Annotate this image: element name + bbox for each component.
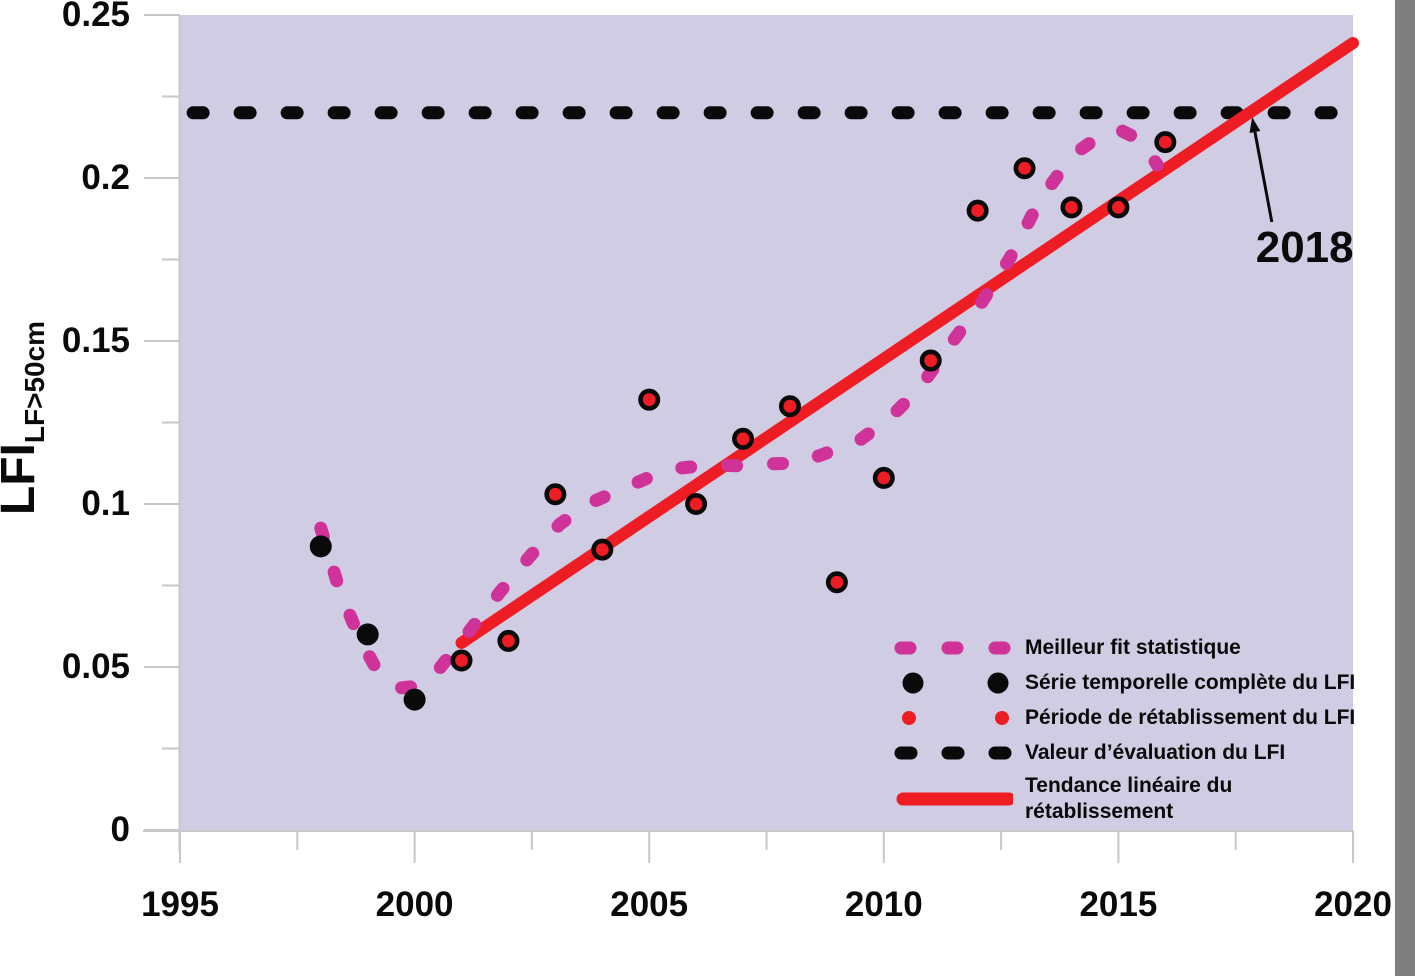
data-point [1060,196,1083,219]
red-solid-line-icon [893,786,1025,812]
x-tick-label-2000: 2000 [375,885,454,924]
legend-item-best-fit: Meilleur fit statistique [893,630,1355,665]
series-best-fit-curve [314,123,1164,695]
data-point [1154,131,1177,154]
legend-item-linear-trend: Tendance linéaire du rétablissement [893,770,1355,828]
data-point [497,629,520,652]
legend-label-full-series: Série temporelle complète du LFI [1025,670,1356,694]
data-point [919,349,942,372]
y-axis-title-subscript: LF>50cm [19,320,50,444]
x-tick-label-2005: 2005 [610,885,689,924]
data-point [732,427,755,450]
legend-label-linear-trend-line1: Tendance linéaire du [1025,774,1233,797]
data-point [638,388,661,411]
data-point [544,483,567,506]
data-point [1107,196,1130,219]
annotation-2018-label: 2018 [1255,223,1354,273]
data-point [685,492,708,515]
legend-label-evaluation-value: Valeur d’évaluation du LFI [1025,740,1286,764]
series-full-lfi-dots [309,535,426,711]
data-point [1013,157,1036,180]
data-point [450,649,473,672]
magenta-dashed-line-icon [893,635,1025,661]
y-tick-label-0.15: 0.15 [61,321,130,360]
x-tick-label-1995: 1995 [141,885,219,924]
y-tick-label-0.2: 0.2 [81,158,130,197]
y-tick-label-0.1: 0.1 [81,484,130,523]
data-point [872,466,895,489]
data-point [591,538,614,561]
legend-label-linear-trend: Tendance linéaire du rétablissement [1025,773,1232,825]
data-point [966,199,989,222]
legend-label-recovery-period: Période de rétablissement du LFI [1025,705,1356,729]
y-tick-label-0: 0 [110,810,130,849]
x-tick-label-2010: 2010 [844,885,923,924]
y-axis-title: LFILF>50cm [0,321,51,515]
black-dashed-line-icon [893,740,1025,766]
legend-item-evaluation-value: Valeur d’évaluation du LFI [893,735,1355,770]
legend-label-linear-trend-line2: rétablissement [1025,800,1174,823]
annotation-arrow [1249,117,1274,223]
data-point [403,688,426,711]
data-point [356,623,379,646]
axes [143,14,1354,863]
right-gray-bar [1395,0,1415,976]
legend-item-recovery-period: Période de rétablissement du LFI [893,700,1355,735]
plot-area [180,15,1353,830]
data-point [825,571,848,594]
y-tick-label-0.05: 0.05 [61,647,130,686]
black-dot-icon [893,670,1025,696]
red-dot-icon [893,705,1025,731]
y-tick-label-0.25: 0.25 [61,0,130,34]
data-point [309,535,332,558]
data-point [778,395,801,418]
y-axis-title-main: LFI [0,443,45,516]
x-tick-label-2015: 2015 [1079,885,1158,924]
series-recovery-lfi-dots [450,131,1177,672]
x-tick-label-2020: 2020 [1314,885,1392,924]
legend-label-best-fit: Meilleur fit statistique [1025,635,1241,659]
legend: Meilleur fit statistique Série temporell… [893,630,1355,828]
legend-item-full-series: Série temporelle complète du LFI [893,665,1355,700]
